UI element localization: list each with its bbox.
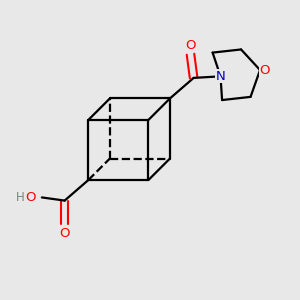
Text: N: N bbox=[216, 70, 225, 83]
Text: O: O bbox=[59, 227, 70, 240]
Text: O: O bbox=[185, 39, 196, 52]
Text: H: H bbox=[16, 191, 25, 204]
Text: O: O bbox=[260, 64, 270, 76]
Text: O: O bbox=[26, 191, 36, 204]
